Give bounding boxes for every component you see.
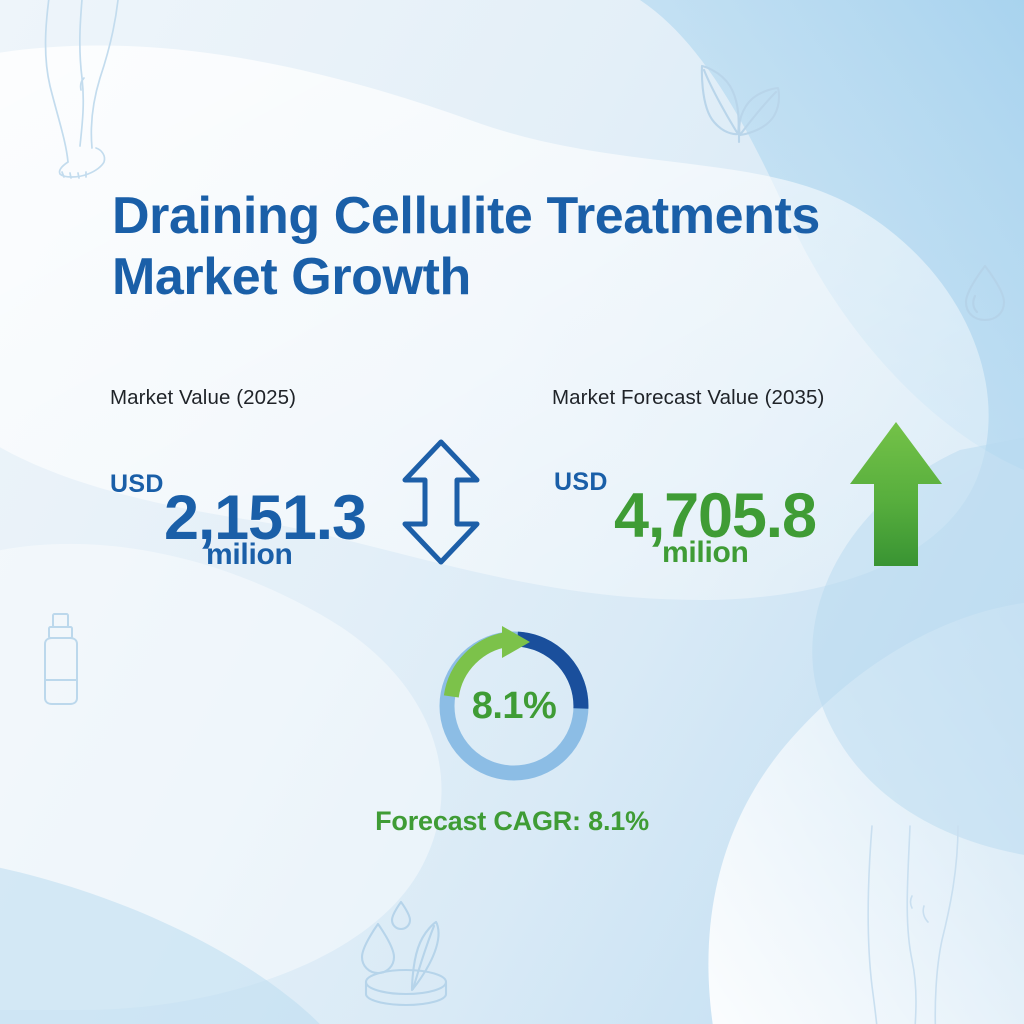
metric-unit: milion [662, 536, 749, 569]
metric-value: 2,151.3 [164, 483, 367, 553]
page-title-line-2: Market Growth [112, 248, 471, 307]
lotion-bottle-icon [36, 612, 90, 708]
metric-label: Market Forecast Value (2035) [552, 386, 825, 409]
legs-icon [18, 0, 168, 179]
spa-treatment-icon [350, 900, 462, 1010]
page-title: Draining Cellulite Treatments Market Gro… [112, 186, 932, 309]
metric-currency: USD [110, 470, 164, 498]
metric-currency: USD [554, 468, 608, 496]
gauge-caption: Forecast CAGR: 8.1% [375, 806, 649, 836]
gauge-value: 8.1% [471, 684, 557, 727]
page-title-line-1: Draining Cellulite Treatments [112, 187, 820, 245]
legs-icon [866, 825, 1006, 1024]
metric-market-value-2025: Market Value (2025) USD 2,151.3 milion [110, 386, 510, 571]
arrow-up-icon [848, 418, 944, 570]
metric-body: USD 4,705.8 milion [552, 410, 972, 569]
metric-body: USD 2,151.3 milion [110, 410, 510, 571]
metric-value: 4,705.8 [614, 481, 817, 551]
metric-market-forecast-value-2035: Market Forecast Value (2035) USD 4,705.8… [552, 386, 972, 569]
double-arrow-vertical-icon [400, 438, 482, 566]
water-drop-icon [960, 262, 1010, 324]
leaves-icon [694, 62, 786, 146]
circular-growth-arrow-icon: 8.1% [428, 620, 600, 792]
metric-unit: milion [206, 538, 293, 571]
metric-label: Market Value (2025) [110, 386, 297, 409]
